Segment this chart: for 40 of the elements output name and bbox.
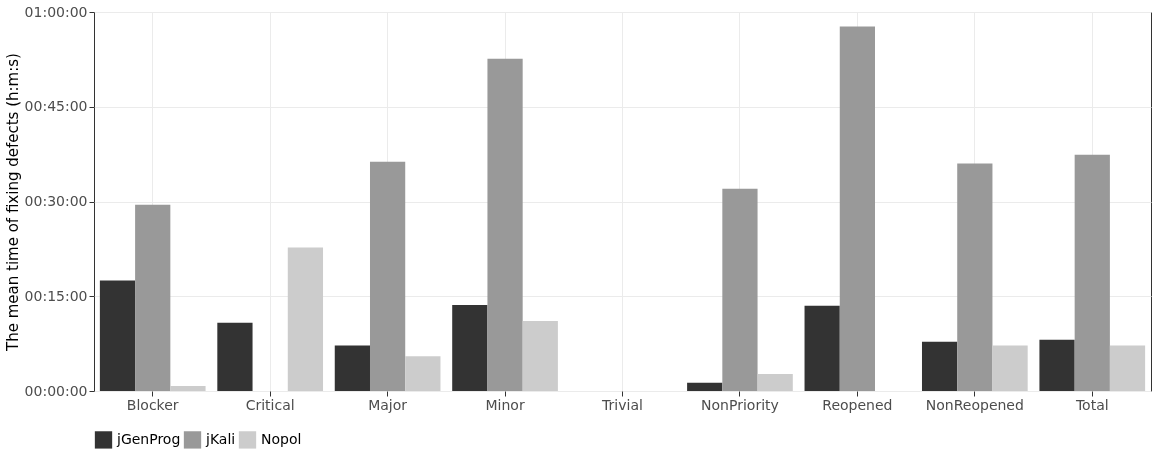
bar [839, 26, 876, 391]
legend-label: jKali [205, 430, 236, 447]
y-tick-label: 01:00:00 [24, 3, 88, 20]
x-tick-label: Blocker [126, 396, 179, 413]
x-tick-label: Total [1074, 396, 1109, 413]
bar [992, 345, 1028, 391]
bar [487, 58, 523, 391]
bar [1039, 339, 1075, 391]
y-tick-label: 00:30:00 [24, 193, 88, 209]
bar [804, 305, 840, 391]
bar [99, 280, 136, 391]
y-tick-label: 00:45:00 [24, 98, 88, 115]
x-tick-label: Critical [245, 396, 295, 413]
bar [921, 341, 958, 391]
x-tick-label: NonReopened [925, 396, 1024, 413]
x-tick-label: NonPriority [701, 396, 779, 413]
bar [722, 188, 758, 391]
bar [687, 382, 723, 391]
bar [957, 163, 993, 391]
x-tick-label: Major [368, 396, 408, 413]
bar [757, 373, 793, 391]
bar [405, 356, 441, 391]
x-tick-label: Trivial [601, 396, 643, 413]
legend-label: jGenProg [116, 430, 181, 447]
y-tick-label: 00:00:00 [24, 382, 88, 399]
bar [1109, 345, 1146, 391]
legend-label: Nopol [261, 430, 302, 447]
y-tick-label: 00:15:00 [24, 287, 88, 304]
bar [369, 161, 406, 391]
bar [334, 345, 370, 391]
bar [170, 385, 206, 391]
bar [217, 322, 253, 391]
bar [287, 247, 324, 391]
y-axis-title: The mean time of fixing defects (h:m:s) [3, 53, 22, 352]
bar [522, 320, 558, 391]
bar [135, 204, 171, 391]
bar [1074, 154, 1110, 391]
x-tick-label: Minor [485, 396, 525, 413]
bar [452, 305, 488, 391]
x-tick-label: Reopened [822, 396, 893, 413]
